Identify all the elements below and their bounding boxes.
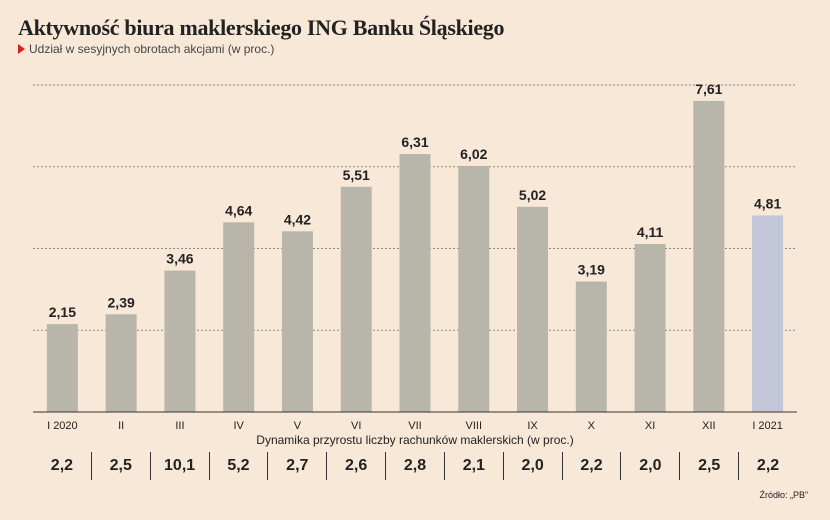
bar: [46, 324, 78, 412]
bar-value-label: 2,39: [108, 294, 135, 310]
chart-subtitle: Udział w sesyjnych obrotach akcjami (w p…: [18, 42, 274, 56]
bar-value-label: 2,15: [49, 304, 76, 320]
dynamics-title: Dynamika przyrostu liczby rachunków makl…: [256, 433, 574, 447]
bar: [634, 244, 666, 412]
x-tick-label: IV: [233, 420, 244, 432]
triangle-marker-icon: [18, 44, 25, 54]
dynamics-cell: 10,1: [151, 452, 210, 480]
dynamics-row: 2,2 2,5 10,1 5,2 2,7 2,6 2,8 2,1 2,0 2,2 2,0 2,5 2,2: [33, 452, 797, 480]
dynamics-cell: 2,1: [445, 452, 504, 480]
dynamics-cell: 2,6: [327, 452, 387, 480]
dynamics-cell: 2,8: [386, 452, 445, 480]
bar: [575, 281, 607, 412]
dynamics-cell: 2,0: [621, 452, 681, 480]
x-tick-label: XII: [702, 420, 715, 432]
dynamics-cell: 2,5: [680, 452, 740, 480]
dynamics-cell: 5,2: [210, 452, 269, 480]
x-tick-label: X: [588, 420, 596, 432]
x-tick-label: III: [175, 420, 184, 432]
x-tick-label: V: [294, 420, 302, 432]
chart-title: Aktywność biura maklerskiego ING Banku Ś…: [18, 15, 505, 40]
subtitle-text: Udział w sesyjnych obrotach akcjami (w p…: [29, 42, 275, 56]
dynamics-cell: 2,2: [563, 452, 622, 480]
bar: [223, 222, 255, 412]
x-tick-label: VIII: [466, 420, 483, 432]
source-note: Źródło: „PB”: [759, 490, 808, 500]
dynamics-cell: 2,2: [756, 457, 780, 474]
bar-value-label: 4,64: [225, 202, 252, 218]
bar-value-label: 7,61: [695, 81, 722, 97]
bar-value-label: 3,19: [578, 262, 605, 278]
bar-value-label: 6,02: [460, 146, 487, 162]
bar: [458, 165, 490, 412]
x-tick-label: I 2021: [752, 420, 783, 432]
x-tick-label: XI: [645, 420, 655, 432]
bar-value-label: 5,51: [343, 167, 370, 183]
x-tick-label: VI: [351, 420, 361, 432]
x-tick-label: II: [118, 420, 124, 432]
bar-value-label: 4,81: [754, 195, 781, 211]
bar-chart: 2,15 I 2020 2,39 II 3,46 III 4,64 IV 4,42 V 5,51 VI…: [33, 81, 797, 432]
bar: [340, 186, 372, 412]
bar: [164, 270, 196, 412]
bar: [752, 215, 784, 412]
x-tick-label: IX: [527, 420, 538, 432]
bar-value-label: 4,11: [637, 224, 664, 240]
bar-value-label: 5,02: [519, 187, 546, 203]
bar: [693, 100, 725, 412]
dynamics-cell: 2,0: [504, 452, 563, 480]
dynamics-cell: 2,7: [268, 452, 328, 480]
bar-value-label: 6,31: [401, 134, 428, 150]
bar: [105, 314, 137, 412]
bar-value-label: 3,46: [166, 251, 193, 267]
bar: [517, 206, 549, 412]
dynamics-cell: 2,2: [33, 452, 92, 480]
dynamics-cell: 2,5: [92, 452, 151, 480]
bar: [281, 231, 313, 412]
x-tick-label: I 2020: [47, 420, 78, 432]
bar-value-label: 4,42: [284, 211, 311, 227]
bar: [399, 154, 431, 413]
x-tick-label: VII: [408, 420, 421, 432]
